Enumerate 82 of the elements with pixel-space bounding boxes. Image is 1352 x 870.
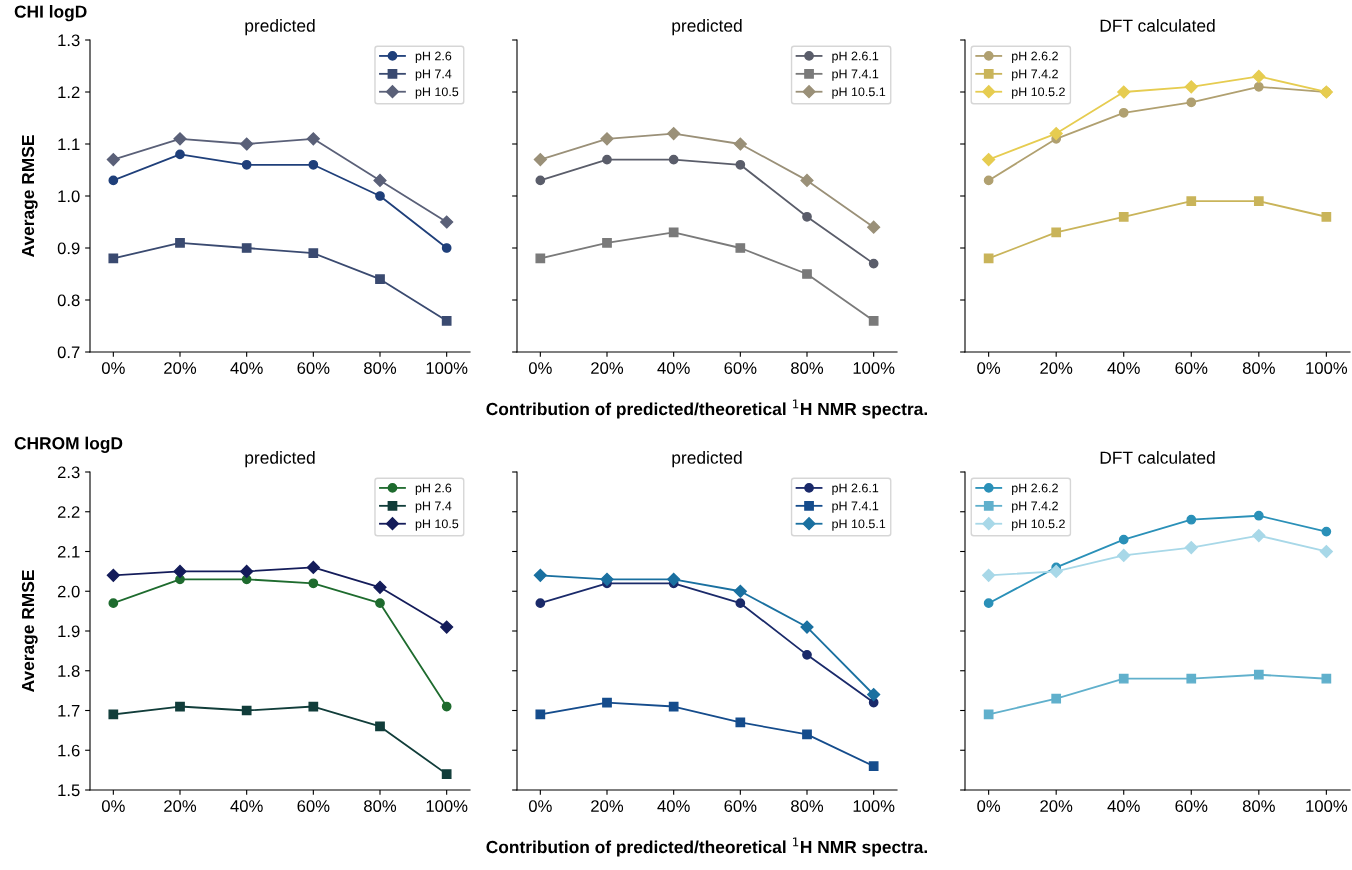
x-tick-label: 0% bbox=[101, 362, 125, 374]
legend-label: pH 10.5 bbox=[415, 87, 459, 99]
x-tick-label: 60% bbox=[1175, 800, 1208, 812]
legend-label: pH 7.4.1 bbox=[832, 501, 879, 513]
x-tick-label: 40% bbox=[230, 800, 263, 812]
x-tick-label: 0% bbox=[528, 800, 552, 812]
legend-label: pH 2.6 bbox=[415, 483, 452, 495]
x-tick-label: 40% bbox=[657, 362, 690, 374]
legend-label: pH 2.6.1 bbox=[832, 483, 879, 495]
chart-title: predicted bbox=[245, 451, 315, 468]
y-tick-label: 2.1 bbox=[57, 545, 80, 558]
chart-subtitle: CHI logD bbox=[14, 5, 87, 22]
x-tick-label: 20% bbox=[164, 800, 197, 812]
chart-subtitle: CHROM logD bbox=[14, 436, 123, 453]
chart-title: predicted bbox=[672, 451, 742, 468]
x-tick-label: 20% bbox=[164, 362, 197, 374]
x-tick-label: 40% bbox=[657, 800, 690, 812]
y-tick-label: 2.3 bbox=[57, 466, 80, 479]
y-axis-title: Average RMSE bbox=[21, 570, 38, 692]
x-tick-label: 0% bbox=[977, 362, 1001, 374]
legend-label: pH 2.6.2 bbox=[1012, 483, 1058, 495]
legend-label: pH 10.5.1 bbox=[832, 519, 886, 531]
chart-title: predicted bbox=[672, 19, 742, 36]
x-tick-label: 20% bbox=[591, 362, 624, 374]
x-tick-label: 100% bbox=[853, 362, 895, 374]
x-tick-label: 100% bbox=[1306, 362, 1348, 374]
legend-label: pH 2.6.1 bbox=[832, 51, 879, 63]
x-tick-label: 40% bbox=[230, 362, 263, 374]
y-axis-title: Average RMSE bbox=[21, 135, 38, 257]
legend-label: pH 10.5.1 bbox=[832, 87, 886, 99]
y-tick-label: 0.9 bbox=[57, 242, 80, 255]
legend-label: pH 10.5.2 bbox=[1012, 519, 1065, 531]
chart-title: DFT calculated bbox=[1100, 19, 1215, 32]
x-tick-label: 100% bbox=[853, 800, 895, 812]
x-tick-label: 60% bbox=[724, 800, 757, 812]
x-tick-label: 40% bbox=[1107, 800, 1140, 812]
legend-label: pH 2.6.2 bbox=[1012, 51, 1058, 63]
x-tick-label: 0% bbox=[528, 362, 552, 374]
x-tick-label: 80% bbox=[364, 800, 397, 812]
x-tick-label: 100% bbox=[426, 362, 468, 374]
chart-title: DFT calculated bbox=[1100, 451, 1215, 464]
y-tick-label: 1.8 bbox=[58, 665, 80, 677]
x-tick-label: 60% bbox=[1175, 362, 1208, 374]
x-tick-label: 60% bbox=[297, 800, 330, 812]
x-tick-label: 80% bbox=[1242, 362, 1275, 374]
x-tick-label: 20% bbox=[1040, 800, 1073, 812]
legend-label: pH 7.4.1 bbox=[832, 69, 879, 81]
x-tick-label: 80% bbox=[791, 800, 824, 812]
x-tick-label: 60% bbox=[297, 362, 330, 374]
x-tick-label: 100% bbox=[426, 800, 468, 812]
x-tick-label: 0% bbox=[101, 800, 125, 812]
legend-label: pH 7.4.2 bbox=[1012, 69, 1058, 81]
x-tick-label: 80% bbox=[364, 362, 397, 374]
y-tick-label: 1.5 bbox=[58, 784, 80, 797]
y-tick-label: 1.2 bbox=[58, 86, 80, 99]
legend-label: pH 10.5.2 bbox=[1012, 87, 1065, 99]
legend-label: pH 10.5 bbox=[415, 519, 459, 531]
x-axis-title: Contribution of predicted/theoretical $^{1}$H NMR spectra. bbox=[486, 837, 927, 857]
x-tick-label: 0% bbox=[977, 800, 1001, 812]
chart-title: predicted bbox=[245, 19, 315, 36]
legend-label: pH 7.4.2 bbox=[1012, 501, 1058, 513]
y-tick-label: 1.3 bbox=[58, 34, 80, 47]
y-tick-label: 1.7 bbox=[58, 705, 80, 717]
y-tick-label: 2.0 bbox=[57, 585, 80, 598]
y-tick-label: 2.2 bbox=[57, 506, 80, 518]
y-tick-label: 0.8 bbox=[57, 294, 80, 307]
x-tick-label: 80% bbox=[1242, 800, 1275, 812]
x-tick-label: 80% bbox=[791, 362, 824, 374]
x-tick-label: 60% bbox=[724, 362, 757, 374]
x-axis-title: Contribution of predicted/theoretical $^{1}$H NMR spectra. bbox=[486, 399, 927, 419]
y-tick-label: 1.9 bbox=[58, 625, 80, 638]
x-tick-label: 20% bbox=[591, 800, 624, 812]
y-tick-label: 0.7 bbox=[57, 346, 80, 359]
x-tick-label: 40% bbox=[1107, 362, 1140, 374]
y-tick-label: 1.6 bbox=[58, 744, 80, 757]
legend-label: pH 7.4 bbox=[415, 69, 452, 81]
legend-label: pH 2.6 bbox=[415, 51, 452, 63]
y-tick-label: 1.1 bbox=[58, 138, 80, 151]
y-tick-label: 1.0 bbox=[58, 190, 80, 203]
x-tick-label: 100% bbox=[1306, 800, 1348, 812]
legend-label: pH 7.4 bbox=[415, 501, 452, 513]
x-tick-label: 20% bbox=[1040, 362, 1073, 374]
